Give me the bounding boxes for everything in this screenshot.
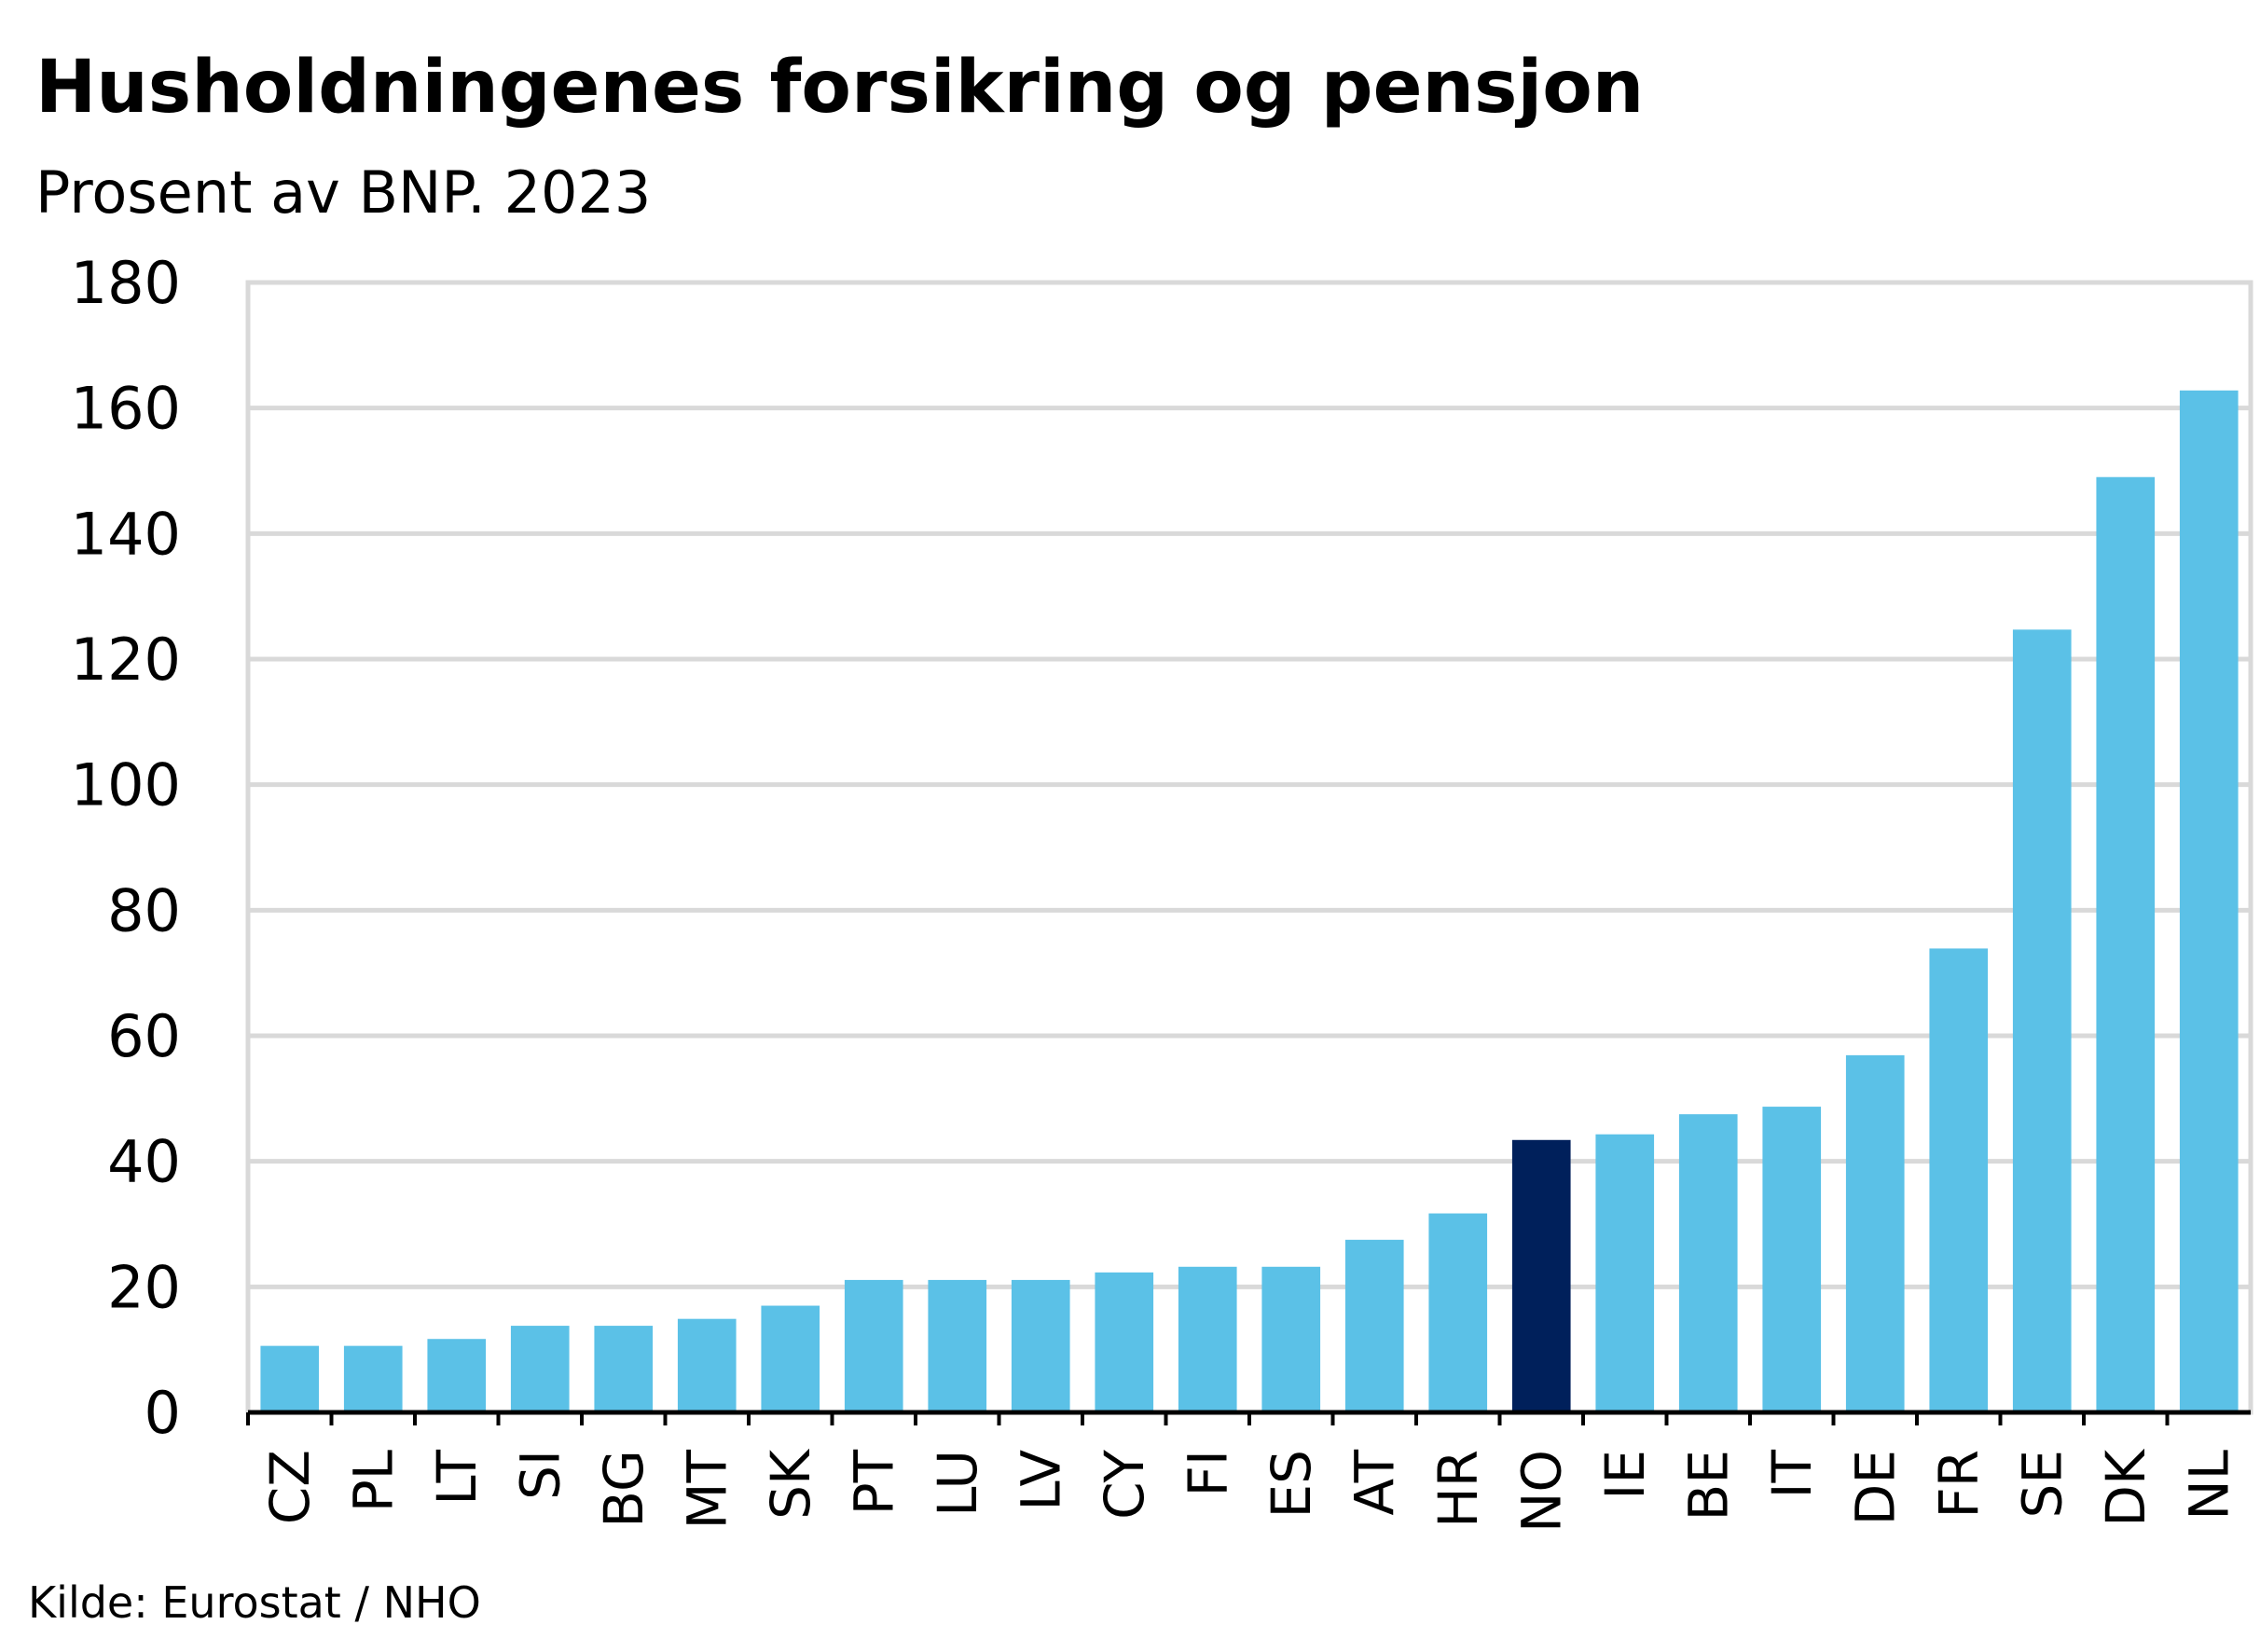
source-note: Kilde: Eurostat / NHO bbox=[28, 1577, 481, 1628]
bar-be bbox=[1678, 1114, 1738, 1412]
bar-fr bbox=[1929, 948, 1989, 1412]
x-tick-label: BE bbox=[1676, 1450, 1740, 1521]
x-tick-label: SE bbox=[2010, 1450, 2074, 1518]
bar-pl bbox=[343, 1345, 403, 1412]
bar-cz bbox=[260, 1345, 320, 1412]
y-tick-label: 160 bbox=[71, 375, 181, 443]
x-tick-label: LT bbox=[425, 1449, 489, 1505]
y-tick-label: 100 bbox=[71, 751, 181, 819]
x-tick-label: ES bbox=[1260, 1450, 1323, 1518]
x-tick-label: IT bbox=[1760, 1449, 1824, 1498]
x-tick-label: NL bbox=[2177, 1450, 2240, 1521]
y-tick-label: 80 bbox=[107, 876, 181, 944]
x-tick-label: DE bbox=[1843, 1450, 1907, 1525]
bar-se bbox=[2012, 629, 2072, 1412]
x-tick-label: PT bbox=[842, 1449, 905, 1515]
x-tick-label: IE bbox=[1593, 1450, 1657, 1500]
bar-dk bbox=[2096, 476, 2156, 1412]
y-tick-label: 40 bbox=[107, 1128, 181, 1196]
bar-at bbox=[1344, 1239, 1404, 1412]
y-tick-label: 120 bbox=[71, 626, 181, 694]
x-tick-label: NO bbox=[1509, 1450, 1573, 1533]
bar-si bbox=[510, 1326, 570, 1412]
bar-sk bbox=[761, 1305, 820, 1412]
bar-no bbox=[1511, 1139, 1571, 1412]
x-tick-label: SI bbox=[508, 1450, 572, 1500]
x-tick-label: HR bbox=[1426, 1450, 1490, 1528]
bar-ie bbox=[1595, 1134, 1655, 1412]
bar-lv bbox=[1011, 1279, 1070, 1412]
x-tick-label: MT bbox=[675, 1449, 738, 1529]
chart-title: Husholdningenes forsikring og pensjon bbox=[35, 46, 1644, 130]
x-tick-label: PL bbox=[341, 1450, 405, 1512]
bar-de bbox=[1845, 1054, 1905, 1412]
x-tick-label: FR bbox=[1927, 1450, 1991, 1519]
bar-es bbox=[1261, 1266, 1321, 1412]
x-tick-label: CZ bbox=[258, 1450, 322, 1524]
x-tick-label: CY bbox=[1093, 1449, 1156, 1519]
bar-nl bbox=[2179, 390, 2239, 1412]
x-tick-label: BG bbox=[592, 1450, 655, 1528]
y-tick-label: 60 bbox=[107, 1002, 181, 1070]
bar-bg bbox=[594, 1326, 654, 1412]
x-tick-label: FI bbox=[1176, 1450, 1239, 1496]
y-tick-label: 20 bbox=[107, 1253, 181, 1321]
bar-lt bbox=[427, 1339, 487, 1412]
bar-lu bbox=[928, 1279, 987, 1412]
bar-fi bbox=[1178, 1266, 1237, 1412]
x-tick-label: LV bbox=[1009, 1450, 1072, 1511]
y-tick-label: 0 bbox=[145, 1379, 181, 1447]
y-tick-label: 180 bbox=[71, 249, 181, 317]
x-tick-label: DK bbox=[2094, 1448, 2157, 1527]
x-tick-label: SK bbox=[759, 1448, 822, 1520]
bar-hr bbox=[1428, 1213, 1488, 1412]
bar-mt bbox=[677, 1318, 737, 1412]
x-tick-label: LU bbox=[926, 1450, 989, 1517]
bar-cy bbox=[1095, 1272, 1154, 1412]
bar-it bbox=[1762, 1107, 1822, 1412]
bar-pt bbox=[844, 1279, 903, 1412]
chart-subtitle: Prosent av BNP. 2023 bbox=[35, 158, 651, 227]
x-tick-label: AT bbox=[1343, 1449, 1406, 1515]
y-tick-label: 140 bbox=[71, 500, 181, 568]
